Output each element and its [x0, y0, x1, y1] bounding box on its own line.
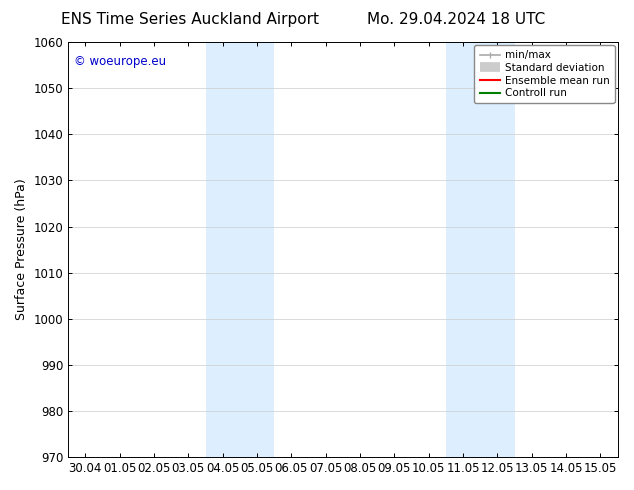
Bar	[205, 42, 275, 457]
Legend: min/max, Standard deviation, Ensemble mean run, Controll run: min/max, Standard deviation, Ensemble me…	[474, 45, 614, 103]
Text: ENS Time Series Auckland Airport: ENS Time Series Auckland Airport	[61, 12, 319, 27]
Text: © woeurope.eu: © woeurope.eu	[74, 54, 165, 68]
Y-axis label: Surface Pressure (hPa): Surface Pressure (hPa)	[15, 179, 28, 320]
Text: Mo. 29.04.2024 18 UTC: Mo. 29.04.2024 18 UTC	[367, 12, 546, 27]
Bar	[446, 42, 515, 457]
